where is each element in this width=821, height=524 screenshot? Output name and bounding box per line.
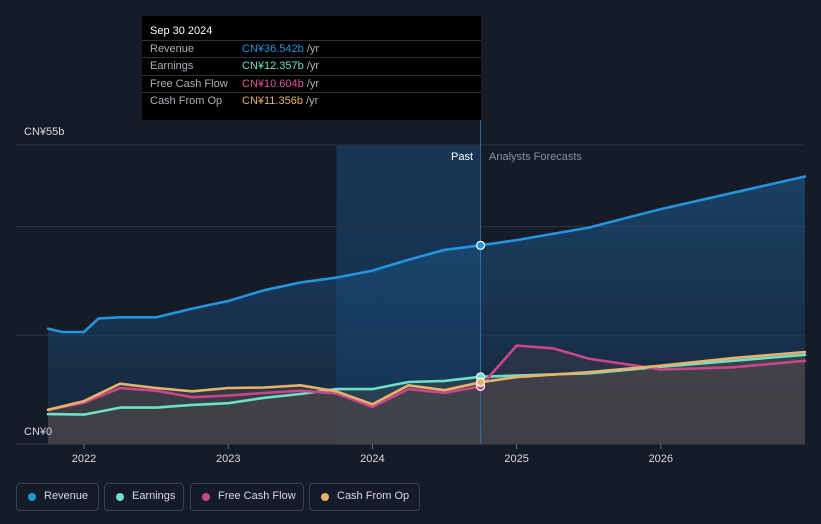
legend-dot-icon xyxy=(116,493,124,501)
tooltip-value: CN¥10.604b /yr xyxy=(242,78,320,90)
line-revenue xyxy=(46,175,807,334)
series-lines xyxy=(46,175,807,416)
axes: 2022 2023 2024 2025 2026 CN¥0 CN¥55b xyxy=(24,126,673,465)
legend-label: Earnings xyxy=(132,490,176,502)
marker-cash_from_op xyxy=(475,377,486,387)
tooltip: Sep 30 2024 Revenue CN¥36.542b /yr Earni… xyxy=(142,16,481,120)
legend-item-free-cash-flow[interactable]: Free Cash Flow xyxy=(190,483,304,511)
x-tick-label: 2023 xyxy=(216,453,240,465)
tooltip-value: CN¥36.542b /yr xyxy=(242,43,320,55)
y-tick-label: CN¥0 xyxy=(24,426,52,438)
area-earnings xyxy=(48,354,805,444)
tooltip-row-revenue: Revenue CN¥36.542b /yr xyxy=(142,40,481,58)
tooltip-value: CN¥11.356b /yr xyxy=(242,95,319,107)
tooltip-label: Earnings xyxy=(150,60,194,72)
tooltip-label: Free Cash Flow xyxy=(150,78,228,90)
past-label: Past xyxy=(451,151,473,163)
x-tick-label: 2022 xyxy=(72,453,96,465)
legend-item-cash-from-op[interactable]: Cash From Op xyxy=(309,483,420,511)
x-tick-label: 2024 xyxy=(360,453,384,465)
tooltip-row-earnings: Earnings CN¥12.357b /yr xyxy=(142,57,481,75)
forecast-label: Analysts Forecasts xyxy=(489,151,582,163)
legend-label: Revenue xyxy=(44,490,89,502)
legend-item-earnings[interactable]: Earnings xyxy=(104,483,184,511)
legend-dot-icon xyxy=(321,493,329,501)
legend-label: Cash From Op xyxy=(337,490,410,502)
x-tick-label: 2025 xyxy=(504,453,528,465)
tooltip-label: Revenue xyxy=(150,43,195,55)
line-free_cash_flow xyxy=(46,344,807,412)
line-cash_from_op xyxy=(46,350,807,412)
tooltip-row-cash-from-op: Cash From Op CN¥11.356b /yr xyxy=(142,92,481,110)
area-cash_from_op xyxy=(48,352,805,444)
legend-dot-icon xyxy=(28,493,36,501)
legend-dot-icon xyxy=(202,493,210,501)
hover-markers xyxy=(475,240,486,391)
legend-item-revenue[interactable]: Revenue xyxy=(16,483,99,511)
tooltip-row-free-cash-flow: Free Cash Flow CN¥10.604b /yr xyxy=(142,75,481,93)
legend-label: Free Cash Flow xyxy=(218,490,296,502)
tooltip-date: Sep 30 2024 xyxy=(150,25,213,37)
marker-revenue xyxy=(475,240,486,250)
x-tick-label: 2026 xyxy=(649,453,673,465)
tooltip-label: Cash From Op xyxy=(150,95,223,107)
tooltip-value: CN¥12.357b /yr xyxy=(242,60,320,72)
y-tick-label: CN¥55b xyxy=(24,126,64,138)
